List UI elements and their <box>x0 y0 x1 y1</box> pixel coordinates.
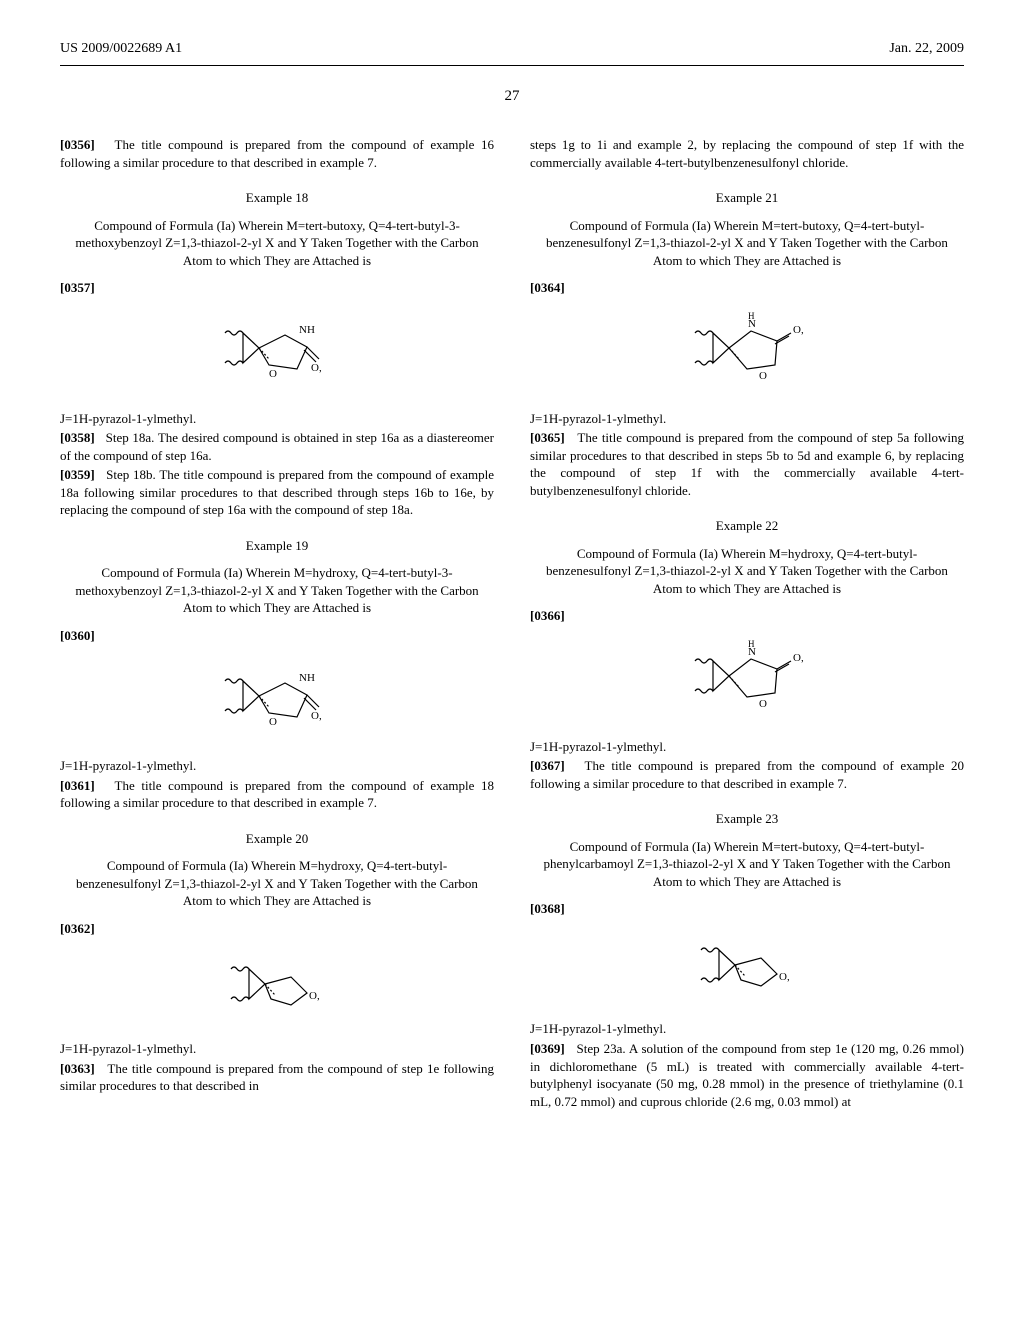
label-o1: O <box>269 716 277 728</box>
label-nh: NH <box>299 324 315 336</box>
para-num: [0358] <box>60 430 95 445</box>
para-0356: [0356] The title compound is prepared fr… <box>60 136 494 171</box>
para-num: [0359] <box>60 467 95 482</box>
para-text: Step 23a. A solution of the compound fro… <box>530 1041 964 1109</box>
example-22-title: Example 22 <box>530 517 964 535</box>
structure-20: O, <box>60 951 494 1026</box>
para-0368: [0368] <box>530 900 964 918</box>
j-line-18: J=1H-pyrazol-1-ylmethyl. <box>60 410 494 428</box>
structure-22: N H O O, <box>530 639 964 724</box>
label-nh: NH <box>299 672 315 684</box>
para-0365: [0365] The title compound is prepared fr… <box>530 429 964 499</box>
para-text: Step 18a. The desired compound is obtain… <box>60 430 494 463</box>
j-line-22: J=1H-pyrazol-1-ylmethyl. <box>530 738 964 756</box>
example-19-desc: Compound of Formula (Ia) Wherein M=hydro… <box>73 564 481 617</box>
example-21-title: Example 21 <box>530 189 964 207</box>
label-o2: O, <box>311 710 322 722</box>
label-o2: O, <box>793 324 804 336</box>
j-line-21: J=1H-pyrazol-1-ylmethyl. <box>530 410 964 428</box>
para-num: [0356] <box>60 137 95 152</box>
para-text: The title compound is prepared from the … <box>60 137 494 170</box>
two-column-layout: [0356] The title compound is prepared fr… <box>60 136 964 1112</box>
doc-date: Jan. 22, 2009 <box>889 40 964 59</box>
example-19-title: Example 19 <box>60 537 494 555</box>
para-num: [0361] <box>60 778 95 793</box>
para-num: [0367] <box>530 758 565 773</box>
label-o2: O, <box>311 362 322 374</box>
para-text: The title compound is prepared from the … <box>60 778 494 811</box>
para-text: Step 18b. The title compound is prepared… <box>60 467 494 517</box>
para-0357: [0357] <box>60 279 494 297</box>
j-line-20: J=1H-pyrazol-1-ylmethyl. <box>60 1040 494 1058</box>
para-num: [0369] <box>530 1041 565 1056</box>
para-0360: [0360] <box>60 627 494 645</box>
header-rule <box>60 65 964 66</box>
label-o1: O <box>269 368 277 380</box>
doc-id: US 2009/0022689 A1 <box>60 40 182 59</box>
para-0358: [0358] Step 18a. The desired compound is… <box>60 429 494 464</box>
example-21-desc: Compound of Formula (Ia) Wherein M=tert-… <box>543 217 951 270</box>
j-line-19: J=1H-pyrazol-1-ylmethyl. <box>60 757 494 775</box>
example-20-desc: Compound of Formula (Ia) Wherein M=hydro… <box>73 857 481 910</box>
structure-23: O, <box>530 932 964 1007</box>
para-text: The title compound is prepared from the … <box>530 758 964 791</box>
para-0362: [0362] <box>60 920 494 938</box>
para-0367: [0367] The title compound is prepared fr… <box>530 757 964 792</box>
example-23-title: Example 23 <box>530 810 964 828</box>
label-h: H <box>748 311 755 321</box>
example-18-desc: Compound of Formula (Ia) Wherein M=tert-… <box>73 217 481 270</box>
structure-21: N H O O, <box>530 311 964 396</box>
para-num: [0365] <box>530 430 565 445</box>
j-line-23: J=1H-pyrazol-1-ylmethyl. <box>530 1020 964 1038</box>
label-o: O, <box>779 971 790 983</box>
right-continuation: steps 1g to 1i and example 2, by replaci… <box>530 136 964 171</box>
para-text: The title compound is prepared from the … <box>530 430 964 498</box>
example-22-desc: Compound of Formula (Ia) Wherein M=hydro… <box>543 545 951 598</box>
structure-19: NH O O, <box>60 659 494 744</box>
page-number: 27 <box>60 86 964 106</box>
label-o2: O, <box>793 652 804 664</box>
example-20-title: Example 20 <box>60 830 494 848</box>
para-0361: [0361] The title compound is prepared fr… <box>60 777 494 812</box>
label-o: O, <box>309 990 320 1002</box>
para-num: [0363] <box>60 1061 95 1076</box>
right-column: steps 1g to 1i and example 2, by replaci… <box>530 136 964 1112</box>
para-0366: [0366] <box>530 607 964 625</box>
para-0369: [0369] Step 23a. A solution of the compo… <box>530 1040 964 1110</box>
structure-18: NH O O, <box>60 311 494 396</box>
para-0359: [0359] Step 18b. The title compound is p… <box>60 466 494 519</box>
example-23-desc: Compound of Formula (Ia) Wherein M=tert-… <box>543 838 951 891</box>
left-column: [0356] The title compound is prepared fr… <box>60 136 494 1112</box>
label-h: H <box>748 639 755 649</box>
label-o1: O <box>759 698 767 710</box>
para-0364: [0364] <box>530 279 964 297</box>
para-text: The title compound is prepared from the … <box>60 1061 494 1094</box>
label-o1: O <box>759 370 767 382</box>
example-18-title: Example 18 <box>60 189 494 207</box>
para-0363: [0363] The title compound is prepared fr… <box>60 1060 494 1095</box>
